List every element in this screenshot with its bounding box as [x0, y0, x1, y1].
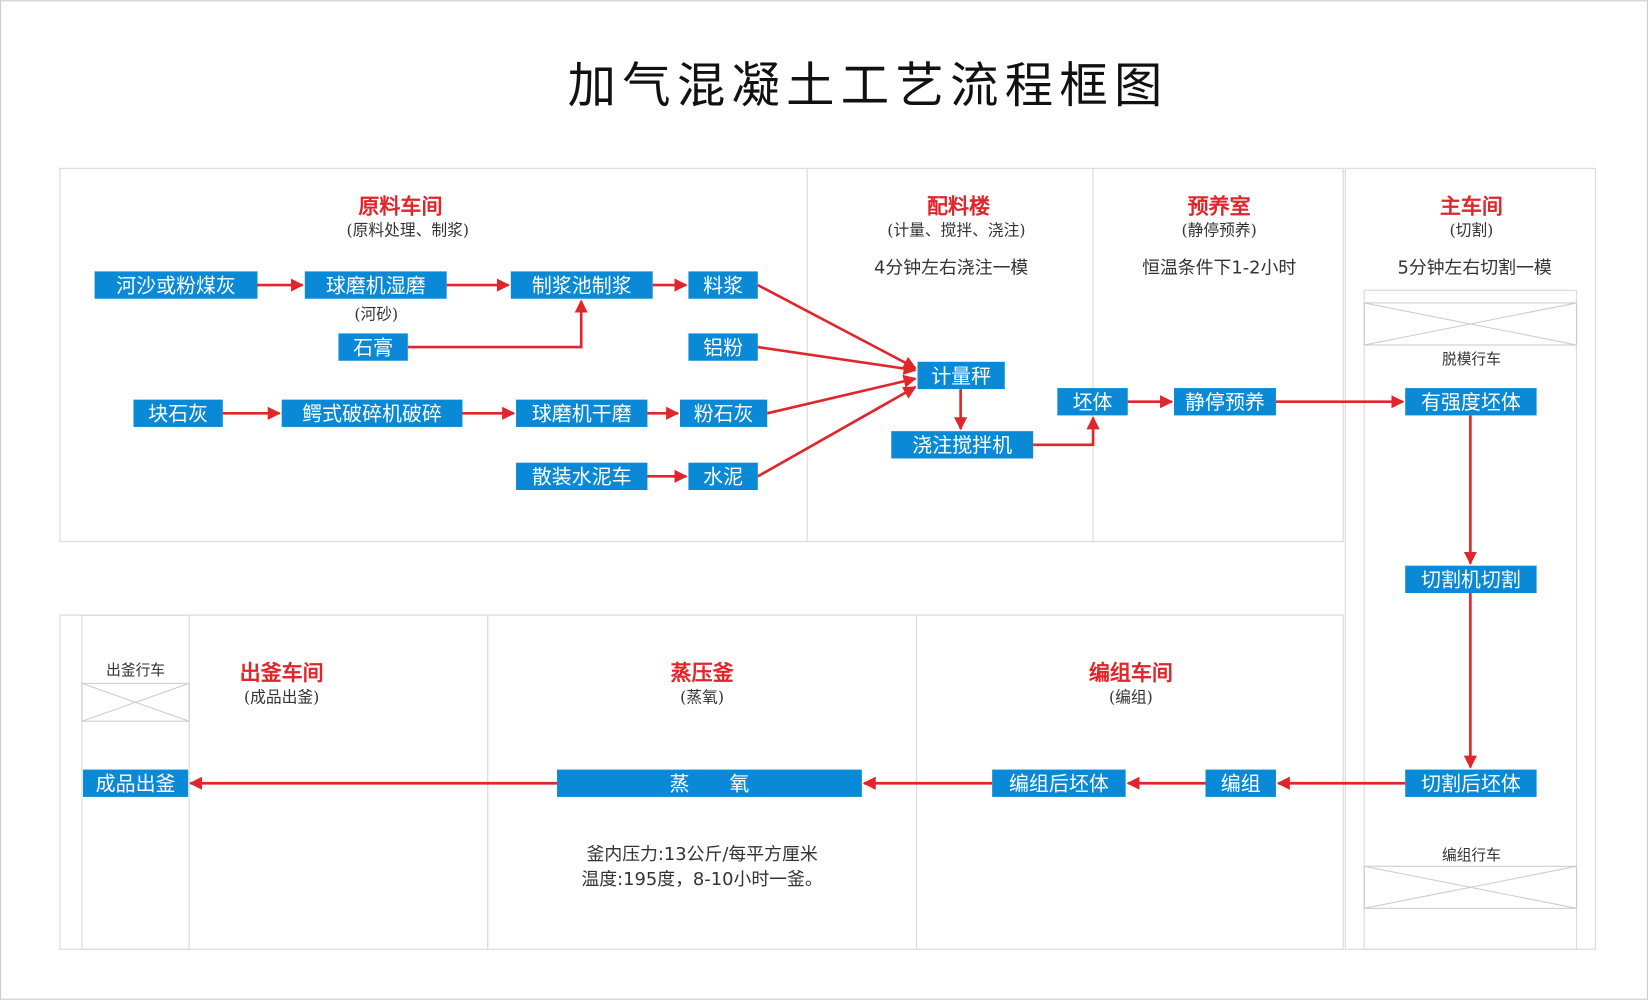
process-node-label: 粉石灰	[694, 402, 754, 426]
process-node-label: 球磨机湿磨	[326, 273, 426, 297]
sections-precure-title: 预养室	[1188, 194, 1251, 219]
sections-group-title: 编组车间	[1089, 660, 1173, 685]
process-node-sanzhuang: 散装水泥车	[516, 462, 648, 491]
sections-main-sub: (切割)	[1450, 221, 1494, 240]
sections-raw-title: 原料车间	[358, 194, 442, 219]
sections-batch-sub: (计量、搅拌、浇注)	[887, 221, 1025, 240]
process-node-label: 水泥	[703, 465, 743, 489]
process-node-shuini: 水泥	[688, 462, 758, 491]
sections-output-sub: (成品出釜)	[244, 687, 319, 706]
crane-track	[1363, 289, 1578, 950]
process-node-label: 切割后坯体	[1421, 772, 1521, 796]
process-node-bianzu: 编组	[1205, 769, 1276, 797]
process-node-liaojiang: 料浆	[688, 271, 758, 299]
process-node-label: 散装水泥车	[532, 465, 632, 489]
process-node-qiumo_gan: 球磨机干磨	[516, 399, 648, 427]
process-node-label: 石膏	[353, 335, 393, 359]
sections-main-title: 主车间	[1440, 194, 1503, 219]
cranes-demold: 脱模行车	[1442, 351, 1501, 368]
cranes-group: 编组行车	[1442, 847, 1501, 864]
sections-raw-sub: (原料处理、制浆)	[347, 221, 470, 240]
process-node-label: 铝粉	[703, 335, 743, 359]
process-node-youqiangdu: 有强度坯体	[1405, 388, 1537, 416]
group-crane-icon	[1363, 865, 1578, 909]
process-node-shigao: 石膏	[338, 333, 408, 361]
sections-group-sub: (编组)	[1109, 687, 1153, 706]
sections-precure-sub: (静停预养)	[1182, 221, 1257, 240]
process-node-hesha: 河沙或粉煤灰	[94, 271, 258, 299]
process-node-label: 坯体	[1073, 390, 1113, 414]
sections-output-title: 出釜车间	[240, 660, 324, 685]
annotations-river_sand: (河砂)	[354, 305, 398, 324]
flow-arrow	[757, 283, 917, 370]
process-node-label: 鳄式破碎机破碎	[302, 402, 442, 426]
process-node-kuaishihui: 块石灰	[133, 399, 223, 427]
cranes-output: 出釜行车	[106, 662, 165, 679]
sections-batch-title: 配料楼	[927, 194, 990, 219]
process-node-zhijiang: 制浆池制浆	[510, 271, 653, 299]
page-title: 加气混凝土工艺流程框图	[568, 58, 1169, 114]
flow-arrow	[766, 374, 917, 415]
process-node-jingting: 静停预养	[1173, 388, 1276, 416]
process-node-fenshihui: 粉石灰	[680, 399, 768, 427]
flow-arrow	[757, 385, 917, 478]
sections-precure-note: 恒温条件下1-2小时	[1142, 258, 1296, 279]
process-node-label: 块石灰	[148, 402, 208, 426]
process-node-label: 有强度坯体	[1421, 390, 1521, 414]
process-node-zhengyang: 蒸 氧	[557, 769, 862, 797]
process-node-label: 成品出釜	[96, 772, 176, 796]
demold-crane-icon	[1363, 302, 1578, 346]
process-node-label: 切割机切割	[1421, 568, 1521, 592]
process-node-peiti: 坯体	[1057, 388, 1128, 416]
process-node-label: 编组后坯体	[1009, 772, 1109, 796]
sections-main-note: 5分钟左右切割一模	[1397, 258, 1551, 279]
process-node-bianzuhou: 编组后坯体	[992, 769, 1126, 797]
process-node-chengpin: 成品出釜	[83, 769, 189, 797]
process-node-qiege: 切割机切割	[1405, 565, 1537, 594]
process-node-label: 料浆	[703, 273, 743, 297]
flow-arrow	[407, 299, 588, 349]
top-panel	[59, 167, 1344, 543]
process-node-qiegehou: 切割后坯体	[1405, 769, 1537, 797]
sections-autoclave-title: 蒸压釜	[671, 660, 735, 685]
process-node-label: 静停预养	[1185, 390, 1265, 414]
process-node-jiliang: 计量秤	[917, 361, 1005, 390]
sections-batch-note: 4分钟左右浇注一模	[874, 258, 1028, 279]
process-node-exing: 鳄式破碎机破碎	[281, 399, 463, 427]
sections-autoclave-note1: 釜内压力:13公斤/每平方厘米	[586, 844, 817, 865]
process-node-lvfen: 铝粉	[688, 333, 758, 361]
sections-autoclave-note2: 温度:195度，8-10小时一釜。	[581, 869, 822, 890]
process-node-label: 制浆池制浆	[532, 273, 632, 297]
process-node-label: 浇注搅拌机	[912, 433, 1012, 457]
flow-arrow	[757, 345, 917, 375]
process-node-label: 球磨机干磨	[532, 402, 632, 426]
process-node-jiaozhu: 浇注搅拌机	[891, 431, 1034, 459]
sections-autoclave-sub: (蒸氧)	[680, 687, 724, 706]
process-node-label: 编组	[1221, 772, 1261, 796]
output-crane-icon	[81, 682, 190, 722]
flow-arrow	[1033, 416, 1100, 447]
process-node-qiumo_shi: 球磨机湿磨	[304, 271, 447, 299]
process-node-label: 河沙或粉煤灰	[116, 273, 236, 297]
process-node-label: 蒸 氧	[670, 772, 750, 796]
process-node-label: 计量秤	[931, 364, 991, 388]
